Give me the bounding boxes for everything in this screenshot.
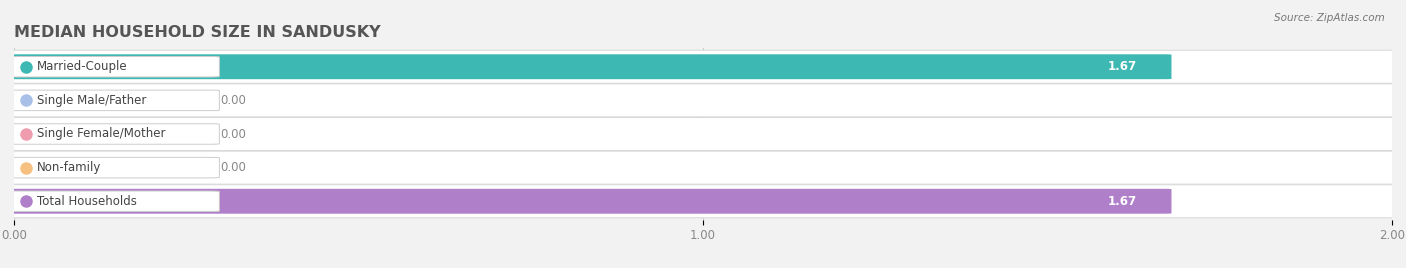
- FancyBboxPatch shape: [7, 54, 1171, 79]
- Text: Single Female/Mother: Single Female/Mother: [37, 128, 166, 140]
- Text: Non-family: Non-family: [37, 161, 101, 174]
- FancyBboxPatch shape: [7, 50, 1399, 83]
- Text: 0.00: 0.00: [221, 128, 246, 140]
- FancyBboxPatch shape: [6, 191, 219, 211]
- FancyBboxPatch shape: [6, 90, 219, 111]
- Text: Married-Couple: Married-Couple: [37, 60, 128, 73]
- Text: 1.67: 1.67: [1108, 195, 1137, 208]
- FancyBboxPatch shape: [7, 118, 1399, 150]
- Text: MEDIAN HOUSEHOLD SIZE IN SANDUSKY: MEDIAN HOUSEHOLD SIZE IN SANDUSKY: [14, 25, 381, 40]
- Text: 0.00: 0.00: [221, 161, 246, 174]
- Text: 1.67: 1.67: [1108, 60, 1137, 73]
- Text: Total Households: Total Households: [37, 195, 136, 208]
- FancyBboxPatch shape: [6, 57, 219, 77]
- Text: Single Male/Father: Single Male/Father: [37, 94, 146, 107]
- FancyBboxPatch shape: [6, 124, 219, 144]
- Text: Source: ZipAtlas.com: Source: ZipAtlas.com: [1274, 13, 1385, 23]
- FancyBboxPatch shape: [6, 157, 219, 178]
- FancyBboxPatch shape: [7, 151, 1399, 184]
- Text: 0.00: 0.00: [221, 94, 246, 107]
- FancyBboxPatch shape: [7, 84, 1399, 117]
- FancyBboxPatch shape: [7, 185, 1399, 218]
- FancyBboxPatch shape: [7, 189, 1171, 214]
